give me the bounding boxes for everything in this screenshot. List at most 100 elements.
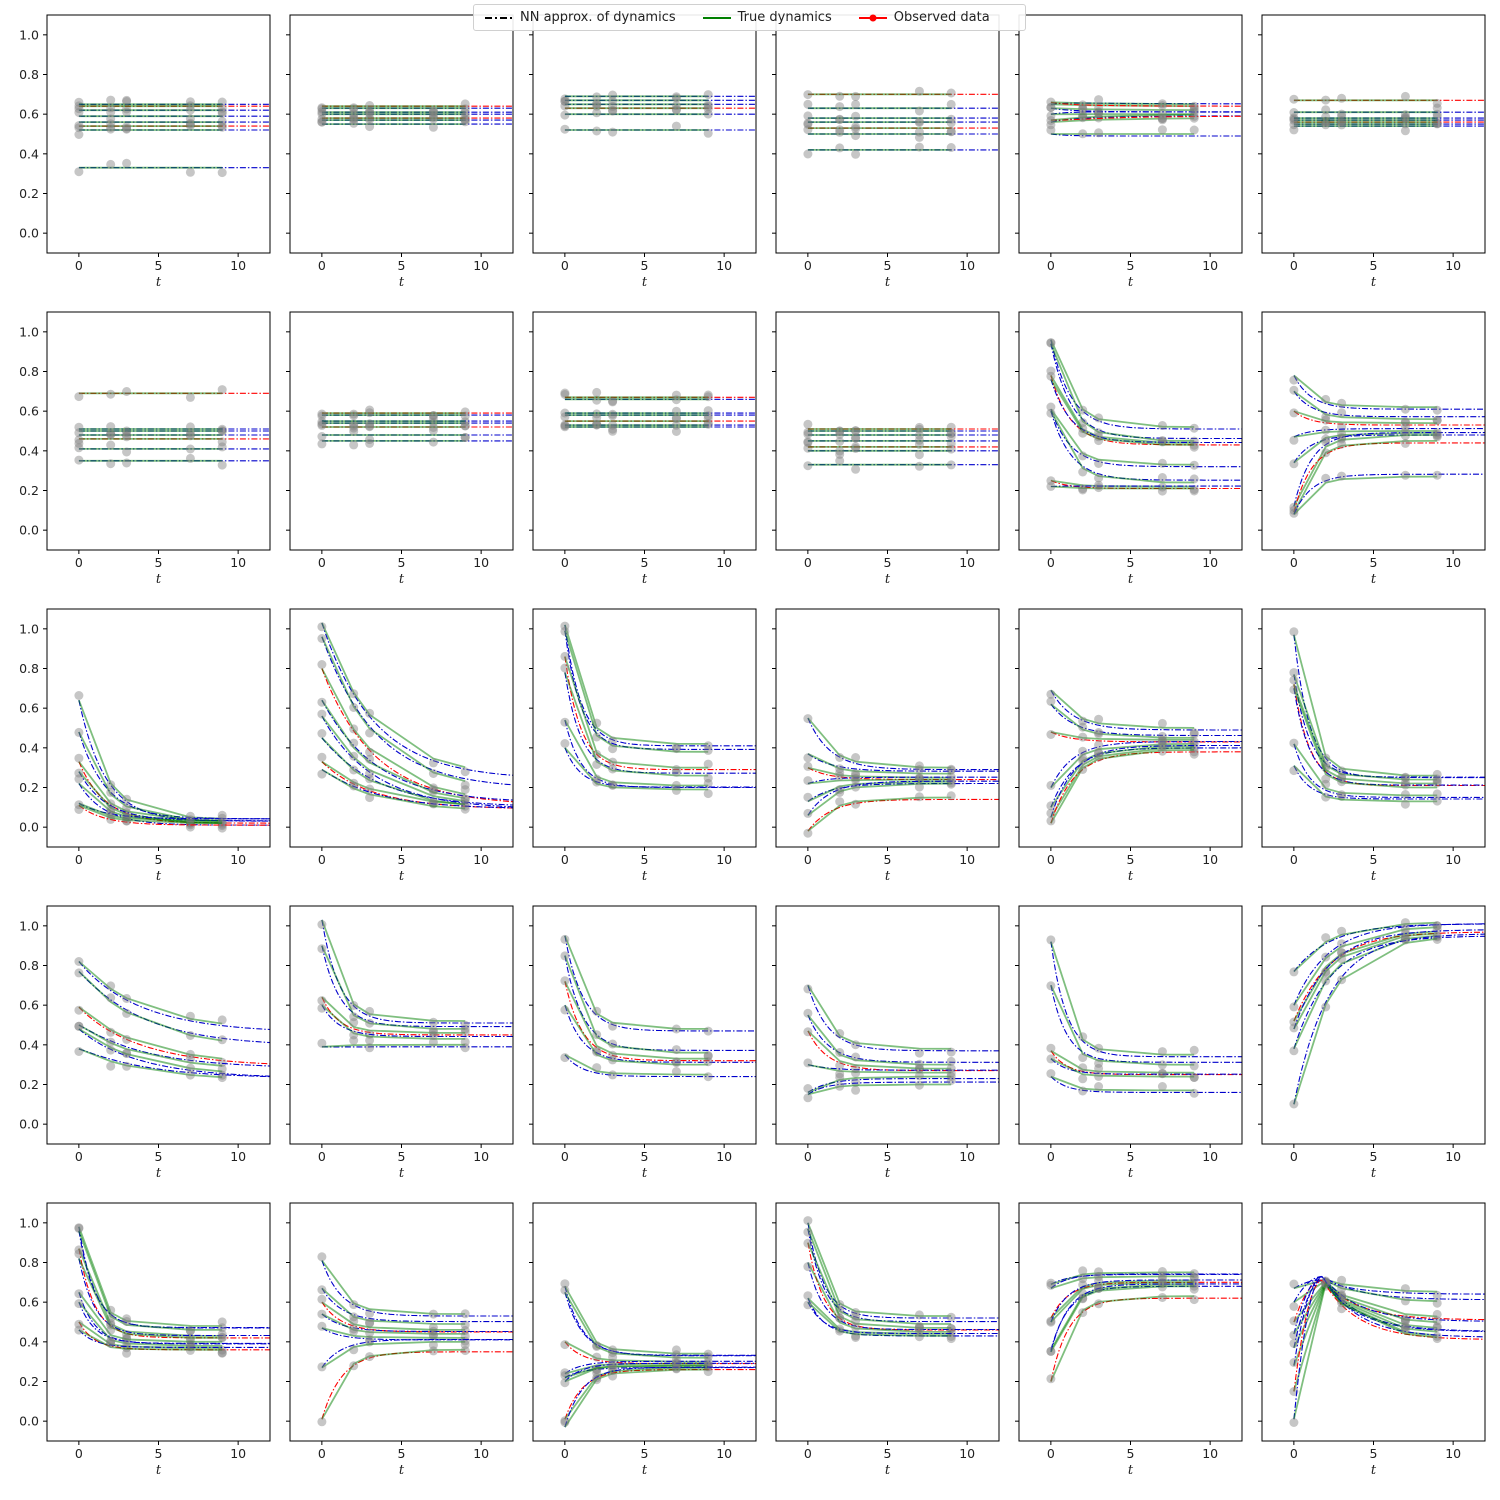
observed-point: [1321, 952, 1331, 962]
x-axis-label: t: [885, 869, 891, 884]
x-axis-label: t: [1371, 275, 1377, 290]
nn-approx-line: [78, 1301, 270, 1344]
observed-point: [74, 1223, 84, 1233]
observed-point: [851, 1064, 861, 1074]
observed-point: [1337, 117, 1347, 126]
x-tick-label: 5: [884, 555, 892, 570]
observed-point: [317, 432, 327, 441]
observed-point: [1094, 473, 1104, 483]
x-tick-label: 5: [155, 852, 163, 867]
observed-point: [185, 1011, 195, 1021]
y-tick-label: 0.6: [19, 404, 39, 419]
true-dynamics-line: [78, 970, 223, 1042]
observed-point: [217, 168, 227, 178]
observed-point: [365, 1318, 375, 1328]
nn-approx-line: [1293, 1275, 1485, 1303]
observed-point: [703, 109, 713, 119]
true-dynamics-line: [1293, 390, 1438, 420]
observed-point: [703, 390, 713, 400]
observed-point: [185, 815, 195, 825]
observed-point: [1337, 777, 1347, 787]
observed-point: [349, 1324, 359, 1334]
observed-point: [106, 124, 116, 134]
x-tick-label: 0: [318, 1149, 326, 1164]
observed-point: [349, 421, 359, 431]
true-dynamics-line: [564, 955, 709, 1054]
observed-point: [608, 420, 618, 430]
nn-approx-line: [564, 1360, 756, 1375]
panel-5-1: 0 5 10 t 0.0 0.2 0.4 0.6 0.8 1.0: [19, 1202, 271, 1478]
true-dynamics-line: [1293, 765, 1438, 803]
plot-area: [317, 99, 513, 132]
observed-point: [428, 122, 438, 132]
observed-point: [1046, 476, 1056, 486]
observed-point: [1289, 1046, 1299, 1056]
true-dynamics-line: [807, 717, 952, 769]
x-tick-label: 0: [318, 852, 326, 867]
observed-point: [803, 1084, 813, 1093]
observed-point: [1046, 1069, 1056, 1079]
observed-point: [122, 1334, 132, 1344]
observed-point: [608, 101, 618, 111]
true-dynamics-line: [78, 960, 223, 1025]
observed-point: [74, 727, 84, 737]
observed-point: [217, 1015, 227, 1025]
observed-point: [1321, 425, 1331, 435]
x-axis-label: t: [156, 869, 162, 884]
x-tick-label: 5: [155, 555, 163, 570]
observed-point: [1321, 437, 1331, 447]
observed-point: [946, 791, 956, 801]
observed-point: [106, 1061, 116, 1071]
y-tick-label: 0.0: [19, 523, 39, 538]
observed-point: [835, 797, 845, 807]
observed-point: [1078, 467, 1088, 477]
observed-point: [365, 1043, 375, 1053]
observed-point: [317, 409, 327, 419]
nn-approx-line: [807, 1081, 999, 1095]
observed-point: [365, 1035, 375, 1045]
nn-approx-line: [807, 1301, 999, 1335]
observed-point: [671, 744, 681, 754]
nn-approx-line: [807, 1030, 999, 1072]
legend-item-true: True dynamics: [702, 10, 832, 25]
x-tick-label: 10: [1202, 1446, 1218, 1461]
observed-point: [851, 91, 861, 101]
observed-point: [703, 1026, 713, 1036]
x-tick-label: 0: [1290, 555, 1298, 570]
observed-point: [185, 1031, 195, 1040]
true-dynamics-line: [321, 1004, 466, 1040]
true-dynamics-line: [807, 1222, 952, 1317]
observed-point: [703, 1367, 713, 1377]
observed-point: [1400, 427, 1410, 436]
observed-point: [1094, 128, 1104, 138]
observed-point: [914, 1323, 924, 1333]
true-dynamics-line: [1050, 101, 1195, 105]
y-tick-label: 0.2: [19, 483, 39, 498]
nn-approx-line: [321, 1301, 513, 1333]
observed-point: [835, 1061, 845, 1070]
true-dynamics-line: [807, 1228, 952, 1325]
observed-point: [217, 442, 227, 452]
observed-point: [1289, 108, 1299, 117]
observed-point: [608, 1070, 618, 1080]
nn-approx-line: [321, 715, 513, 808]
panel-3-5: 0 5 10 t: [1015, 608, 1243, 884]
y-tick-label: 0.6: [19, 998, 39, 1013]
observed-point: [1321, 473, 1331, 483]
true-dynamics-line: [1293, 475, 1438, 515]
panel-4-3: 0 5 10 t: [529, 905, 757, 1181]
nn-approx-line: [1293, 473, 1485, 515]
true-dynamics-line: [78, 1047, 223, 1079]
observed-point: [608, 1055, 618, 1065]
observed-point: [1046, 689, 1056, 699]
true-dynamics-line: [1050, 703, 1195, 739]
y-tick-label: 1.0: [19, 1215, 39, 1230]
observed-point: [1157, 1060, 1167, 1070]
x-axis-label: t: [642, 1463, 648, 1478]
observed-point: [460, 111, 470, 121]
true-dynamics-line: [321, 699, 466, 800]
y-tick-label: 0.8: [19, 364, 39, 379]
observed-point: [1189, 1284, 1199, 1294]
x-tick-label: 0: [1047, 1446, 1055, 1461]
observed-point: [914, 773, 924, 783]
